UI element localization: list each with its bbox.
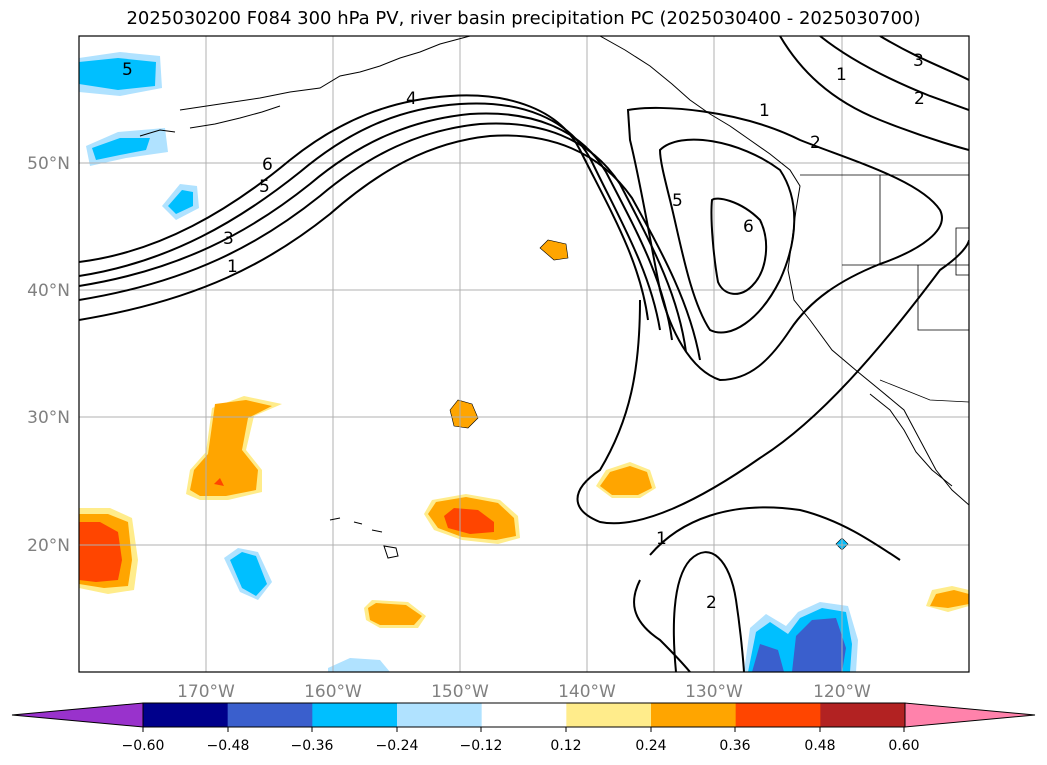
contour-ridge-5 bbox=[658, 138, 796, 334]
colorbar-segment bbox=[820, 703, 906, 727]
shade-orange-158w-core bbox=[368, 603, 422, 625]
colorbar-segment bbox=[651, 703, 737, 727]
colorbar-segments bbox=[11, 702, 1036, 728]
contour-label: 2 bbox=[706, 593, 717, 613]
colorbar-segment bbox=[227, 703, 313, 727]
colorbar-frame bbox=[142, 702, 906, 728]
lat-label: 30°N bbox=[27, 408, 70, 428]
precip-shading bbox=[79, 52, 969, 672]
colorbar-tick-label: −0.48 bbox=[207, 738, 250, 754]
state-lines bbox=[842, 175, 969, 331]
colorbar-segment bbox=[397, 703, 483, 727]
shade-orange-150w bbox=[449, 399, 479, 429]
shade-hawaii-ne-red bbox=[444, 508, 494, 534]
shade-red-170w bbox=[214, 478, 224, 486]
contour-label: 2 bbox=[810, 133, 821, 153]
baja-coast bbox=[869, 393, 953, 487]
lon-label: 170°W bbox=[177, 682, 235, 702]
contour-east-3 bbox=[879, 36, 969, 81]
colorbar-extend-high bbox=[904, 702, 1036, 728]
contour-arc-3 bbox=[79, 122, 687, 353]
contour-label: 3 bbox=[913, 51, 924, 71]
contour-label: 6 bbox=[743, 217, 754, 237]
colorbar-ticks bbox=[142, 727, 905, 732]
colorbar-tick-label: 0.12 bbox=[550, 738, 581, 754]
lon-label: 150°W bbox=[431, 682, 489, 702]
contour-label: 1 bbox=[759, 101, 770, 121]
colorbar-segment bbox=[143, 703, 229, 727]
contour-arc-1 bbox=[79, 134, 701, 361]
contour-ridge-outer bbox=[626, 106, 943, 382]
colorbar-segment bbox=[312, 703, 398, 727]
aleutian-islands bbox=[139, 105, 281, 137]
latitude-labels: 50°N 40°N 30°N 20°N bbox=[27, 154, 70, 556]
shade-orange-170w-core bbox=[190, 400, 272, 496]
contour-east-2 bbox=[819, 36, 969, 111]
mexico-border bbox=[879, 379, 969, 403]
colorbar: −0.60 −0.48 −0.36 −0.24 −0.12 0.12 0.24 … bbox=[11, 702, 1036, 754]
contour-arc-6 bbox=[79, 94, 649, 321]
shade-orange-145w bbox=[539, 239, 569, 261]
shade-blue-nw-core bbox=[79, 58, 156, 90]
shade-orange-far-se-core bbox=[930, 590, 969, 608]
contour-label: 5 bbox=[672, 191, 683, 211]
hawaii-islands bbox=[329, 517, 399, 559]
contour-label: 4 bbox=[406, 89, 417, 109]
contour-label: 2 bbox=[914, 89, 925, 109]
shade-blue-south bbox=[328, 658, 390, 672]
colorbar-tick-label: 0.48 bbox=[804, 738, 835, 754]
contour-east-1 bbox=[779, 36, 969, 151]
lon-label: 130°W bbox=[685, 682, 743, 702]
contour-label: 5 bbox=[122, 60, 133, 80]
lat-label: 50°N bbox=[27, 154, 70, 174]
contour-arc-5 bbox=[79, 102, 661, 331]
contour-label: 1 bbox=[836, 65, 847, 85]
alaska-coast bbox=[179, 36, 471, 111]
contour-label: 5 bbox=[259, 177, 270, 197]
lon-label: 120°W bbox=[813, 682, 871, 702]
colorbar-segment bbox=[566, 703, 652, 727]
shade-blue-hawaii-s-core bbox=[230, 552, 267, 596]
contour-ridge-6 bbox=[710, 197, 768, 295]
shade-blue-se-core1 bbox=[752, 644, 784, 672]
contour-1-south bbox=[633, 506, 901, 672]
colorbar-tick-label: 0.36 bbox=[719, 738, 750, 754]
contour-arc-4 bbox=[79, 112, 673, 341]
map-panel bbox=[79, 36, 969, 672]
shade-orange-137w-core bbox=[600, 466, 652, 495]
contour-2-south bbox=[672, 551, 745, 672]
contour-labels: 5 4 6 5 3 1 1 2 3 1 2 5 6 1 2 bbox=[122, 51, 925, 613]
colorbar-tick-label: −0.12 bbox=[460, 738, 503, 754]
contour-label: 3 bbox=[223, 229, 234, 249]
political-borders bbox=[800, 174, 969, 403]
pv-contours bbox=[79, 36, 969, 672]
contour-pacific-trough bbox=[576, 239, 969, 525]
lat-label: 20°N bbox=[27, 536, 70, 556]
shade-blue-spot-core bbox=[168, 190, 193, 214]
colorbar-tick-label: 0.60 bbox=[888, 738, 919, 754]
colorbar-tick-label: −0.60 bbox=[122, 738, 165, 754]
colorbar-extend-low bbox=[11, 702, 144, 728]
map-title: 2025030200 F084 300 hPa PV, river basin … bbox=[126, 8, 921, 29]
lon-label: 140°W bbox=[558, 682, 616, 702]
colorbar-segment bbox=[481, 703, 567, 727]
map-frame bbox=[78, 35, 970, 673]
shade-west-edge-red bbox=[79, 522, 122, 582]
lon-label: 160°W bbox=[304, 682, 362, 702]
colorbar-segment bbox=[735, 703, 821, 727]
colorbar-tick-label: 0.24 bbox=[635, 738, 666, 754]
colorbar-tick-labels: −0.60 −0.48 −0.36 −0.24 −0.12 0.12 0.24 … bbox=[122, 738, 920, 754]
colorbar-tick-label: −0.24 bbox=[376, 738, 419, 754]
contour-label: 1 bbox=[227, 257, 238, 277]
longitude-labels: 170°W 160°W 150°W 140°W 130°W 120°W bbox=[177, 682, 871, 702]
colorbar-tick-label: −0.36 bbox=[291, 738, 334, 754]
lat-label: 40°N bbox=[27, 281, 70, 301]
contour-label: 1 bbox=[656, 529, 667, 549]
shade-blue-se-core2 bbox=[792, 618, 846, 672]
shade-blue-aleut-core bbox=[92, 138, 150, 160]
contour-label: 6 bbox=[262, 155, 273, 175]
